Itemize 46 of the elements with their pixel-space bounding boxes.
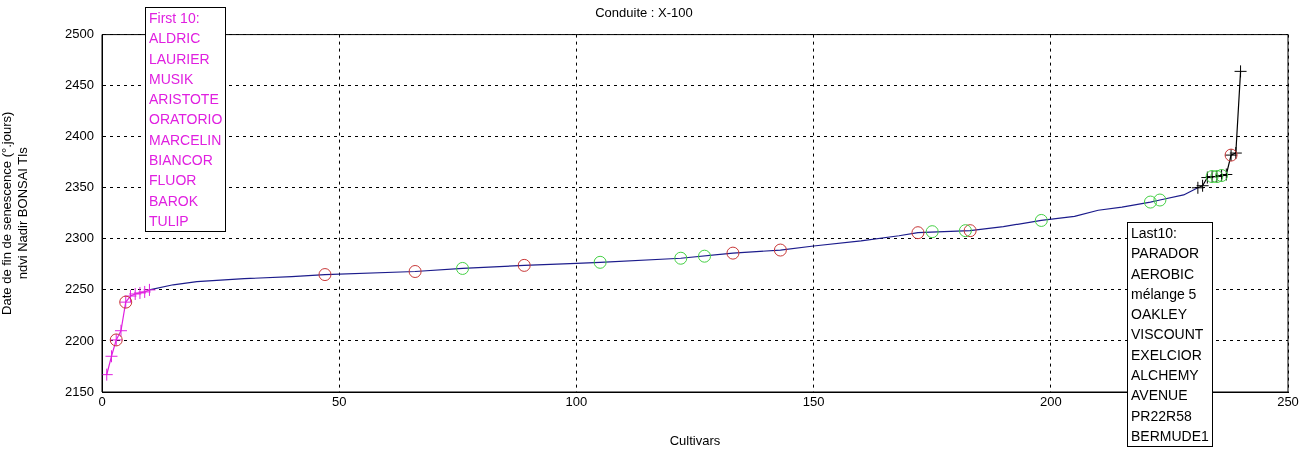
x-tick-label: 50: [331, 394, 347, 410]
chart-title: Conduite : X-100: [595, 5, 693, 21]
point: [674, 251, 688, 265]
x-tick-label: 200: [1039, 394, 1062, 410]
point: [963, 224, 977, 238]
point: [726, 246, 740, 260]
point: [773, 243, 787, 257]
y-tick-label: 2250: [65, 281, 94, 297]
x-tick-label: 250: [1277, 394, 1299, 410]
x-axis-title: Cultivars: [669, 432, 721, 448]
point: [1191, 181, 1205, 195]
x-tick-label: 150: [802, 394, 825, 410]
text: Last10: PARADOR AEROBIC mélange 5 OAKLEY VISCOUNT EXELCIOR ALCHEMY AVENUE PR22R58 BERMUDE1: [1131, 225, 1209, 444]
point: [1229, 146, 1243, 160]
point: [1143, 195, 1157, 209]
y-tick-label: 2150: [65, 383, 94, 399]
y-tick-label: 2400: [65, 128, 94, 144]
point: [123, 289, 137, 303]
point: [517, 258, 531, 272]
y-axis-title: Date de fin de senescence (°.jours) ndvi Nadir BONSAI Tls: [0, 111, 30, 315]
point: [593, 255, 607, 269]
x-tick-label: 0: [98, 394, 106, 410]
point: [133, 286, 147, 300]
y-tick-label: 2350: [65, 179, 94, 195]
point: [911, 226, 925, 240]
point: [958, 224, 972, 238]
point: [114, 324, 128, 338]
y-tick-label: 2300: [65, 230, 94, 246]
x-tick-label: 100: [565, 394, 588, 410]
point: [1234, 64, 1248, 78]
point: [104, 349, 118, 363]
point: [1153, 193, 1167, 207]
point: [102, 368, 114, 382]
point: [138, 285, 152, 299]
point: [408, 265, 422, 279]
text: First 10: ALDRIC LAURIER MUSIK ARISTOTE ORATORIO MARCELIN BIANCOR FLUOR BAROK TULIP: [149, 10, 223, 229]
y-tick-label: 2200: [65, 332, 94, 348]
y-tick-label: 2450: [65, 77, 94, 93]
point: [925, 225, 939, 239]
point: [456, 261, 470, 275]
point: [318, 268, 332, 282]
y-tick-label: 2500: [65, 26, 94, 42]
point: [142, 283, 156, 297]
point: [697, 249, 711, 263]
point: [1034, 213, 1048, 227]
point: [128, 287, 142, 301]
